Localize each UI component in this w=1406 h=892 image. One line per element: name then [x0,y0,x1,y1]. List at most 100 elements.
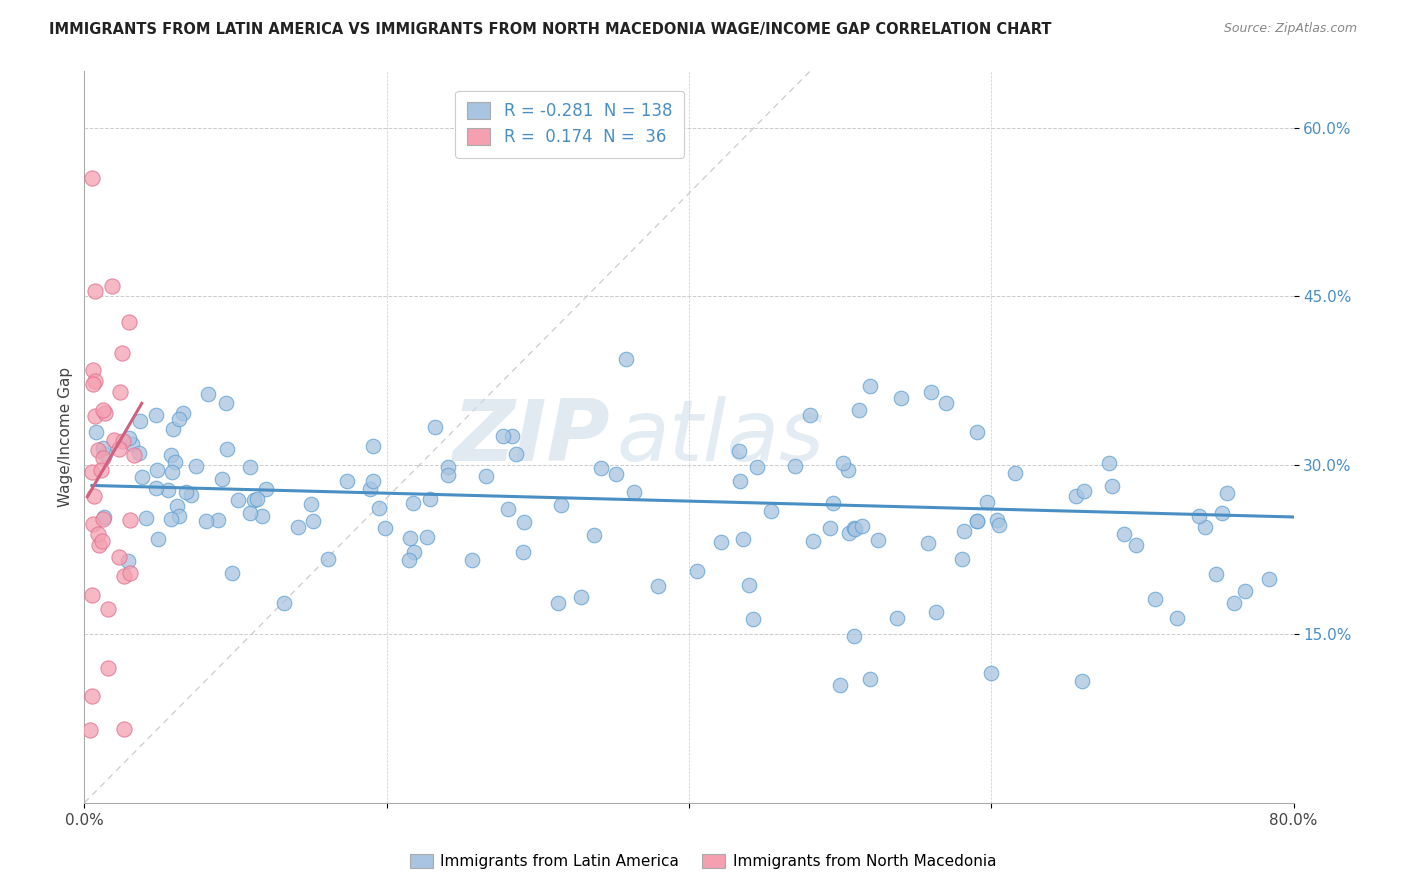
Point [128,446,150,460]
Point [122,448,145,462]
Point [103,434,125,448]
Point [1188,508,1211,523]
Point [163,455,186,469]
Point [605,467,627,481]
Point [583,528,606,542]
Point [614,351,637,366]
Point [1114,527,1136,541]
Point [398,553,420,567]
Point [80,690,103,704]
Point [402,545,425,559]
Point [547,596,569,610]
Point [1211,506,1233,520]
Point [935,396,957,410]
Point [336,474,359,488]
Point [741,612,763,626]
Point [145,463,167,477]
Point [868,533,890,547]
Point [318,552,340,566]
Point [162,422,184,436]
Point [950,552,973,566]
Point [250,509,273,524]
Point [837,463,859,477]
Point [84,409,107,424]
Point [838,526,860,541]
Point [512,515,534,529]
Point [496,502,519,516]
Point [112,722,135,736]
Point [87,442,110,457]
Point [82,517,104,532]
Point [157,483,180,498]
Point [97,602,120,616]
Point [886,611,908,625]
Point [859,379,882,393]
Point [859,672,882,686]
Point [287,520,309,534]
Point [87,537,110,551]
Point [591,461,613,475]
Point [844,630,866,644]
Point [730,474,752,488]
Point [844,522,866,536]
Point [120,566,142,581]
Point [145,408,167,422]
Point [159,448,181,462]
Point [110,385,132,400]
Point [1101,479,1123,493]
Point [211,472,233,486]
Point [437,468,460,483]
Point [174,485,197,500]
Point [117,554,139,568]
Point [1143,592,1166,607]
Point [111,346,134,360]
Point [226,492,249,507]
Point [91,450,114,465]
Point [848,403,870,417]
Point [1234,583,1257,598]
Point [129,413,152,427]
Point [966,425,988,439]
Point [82,465,104,479]
Point [623,484,645,499]
Point [83,489,105,503]
Point [101,279,124,293]
Point [1258,573,1281,587]
Point [254,482,277,496]
Point [180,488,202,502]
Point [131,470,153,484]
Point [246,492,269,507]
Point [966,514,988,528]
Point [97,660,120,674]
Y-axis label: Wage/Income Gap: Wage/Income Gap [58,367,73,508]
Point [851,519,873,533]
Point [91,403,114,417]
Point [217,442,239,457]
Point [1215,486,1237,500]
Point [172,406,194,420]
Point [160,465,183,479]
Point [90,534,112,549]
Point [832,456,855,470]
Point [299,497,322,511]
Point [976,495,998,509]
Legend: R = -0.281  N = 138, R =  0.174  N =  36: R = -0.281 N = 138, R = 0.174 N = 36 [456,91,683,158]
Point [401,496,423,510]
Point [727,444,749,458]
Point [195,514,218,528]
Point [239,507,262,521]
Point [86,527,108,541]
Point [94,406,117,420]
Point [801,534,824,549]
Point [167,508,190,523]
Point [512,545,534,559]
Point [492,428,515,442]
Point [986,513,1008,527]
Point [207,513,229,527]
Point [647,579,669,593]
Point [120,513,142,527]
Point [197,387,219,401]
Point [146,532,169,546]
Point [118,315,141,329]
Point [84,284,107,298]
